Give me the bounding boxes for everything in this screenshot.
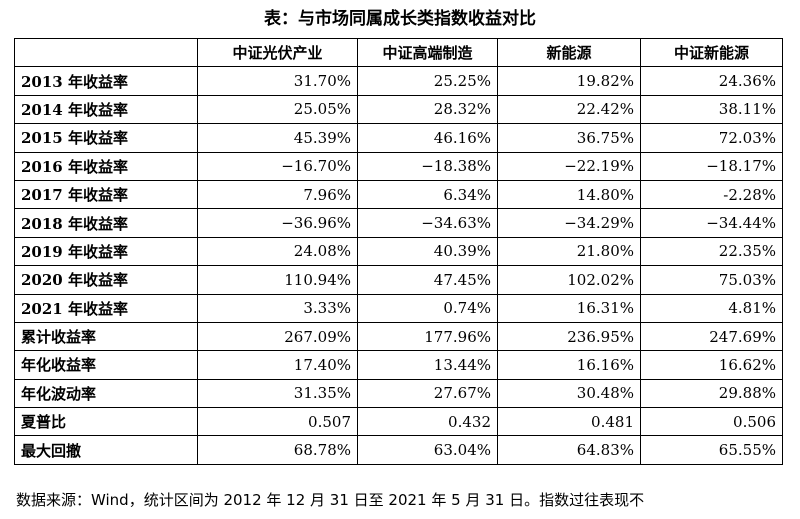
table-cell: 4.81% — [640, 293, 783, 323]
table-row: 2020 年收益率 110.94% 47.45% 102.02% 75.03% — [14, 265, 783, 295]
header-cell: 中证光伏产业 — [197, 37, 358, 68]
table-cell: 17.40% — [197, 350, 358, 380]
table-cell: 19.82% — [497, 66, 641, 96]
table-cell: 0.481 — [497, 407, 641, 437]
table-cell: 14.80% — [497, 179, 641, 210]
table-cell: 63.04% — [357, 435, 498, 465]
table-cell: 0.506 — [640, 407, 783, 437]
row-label: 2018 年收益率 — [14, 208, 198, 238]
row-label: 2015 年收益率 — [14, 123, 198, 153]
table-cell: 29.88% — [640, 378, 783, 409]
table-cell: 27.67% — [357, 378, 498, 409]
row-label: 累计收益率 — [14, 321, 198, 352]
table-cell: 64.83% — [497, 435, 641, 465]
table-row: 2015 年收益率 45.39% 46.16% 36.75% 72.03% — [14, 123, 783, 153]
table-cell: 22.42% — [497, 94, 641, 125]
table-cell: 25.25% — [357, 66, 498, 96]
row-label: 2019 年收益率 — [14, 236, 198, 267]
header-row: 中证光伏产业 中证高端制造 新能源 中证新能源 — [14, 37, 783, 68]
table-cell: −18.38% — [357, 151, 498, 181]
row-label: 2014 年收益率 — [14, 94, 198, 125]
header-cell: 新能源 — [497, 37, 641, 68]
source-note: 数据来源：Wind，统计区间为 2012 年 12 月 31 日至 2021 年… — [16, 491, 645, 509]
table-cell: 72.03% — [640, 123, 783, 153]
table-cell: 7.96% — [197, 179, 358, 210]
table-cell: −18.17% — [640, 151, 783, 181]
table-cell: 46.16% — [357, 123, 498, 153]
table-cell: 36.75% — [497, 123, 641, 153]
table-row: 年化波动率 31.35% 27.67% 30.48% 29.88% — [14, 378, 783, 409]
table-row: 最大回撤 68.78% 63.04% 64.83% 65.55% — [14, 435, 783, 465]
table-cell: 177.96% — [357, 321, 498, 352]
table-cell: 25.05% — [197, 94, 358, 125]
row-label: 2017 年收益率 — [14, 179, 198, 210]
table-row: 2014 年收益率 25.05% 28.32% 22.42% 38.11% — [14, 94, 783, 125]
table-cell: 24.08% — [197, 236, 358, 267]
table-cell: 47.45% — [357, 265, 498, 295]
row-label: 年化收益率 — [14, 350, 198, 380]
table-cell: 247.69% — [640, 321, 783, 352]
table-row: 2017 年收益率 7.96% 6.34% 14.80% -2.28% — [14, 179, 783, 210]
table-cell: 22.35% — [640, 236, 783, 267]
row-label: 夏普比 — [14, 407, 198, 437]
table-cell: 16.16% — [497, 350, 641, 380]
table-cell: −36.96% — [197, 208, 358, 238]
row-label: 2020 年收益率 — [14, 265, 198, 295]
table-cell: −16.70% — [197, 151, 358, 181]
table-cell: −34.63% — [357, 208, 498, 238]
table-cell: −22.19% — [497, 151, 641, 181]
table-row: 2018 年收益率 −36.96% −34.63% −34.29% −34.44% — [14, 208, 783, 238]
table-cell: 45.39% — [197, 123, 358, 153]
table-cell: 0.432 — [357, 407, 498, 437]
table-cell: 16.31% — [497, 293, 641, 323]
table-cell: 31.70% — [197, 66, 358, 96]
table-cell: 102.02% — [497, 265, 641, 295]
table-row: 2019 年收益率 24.08% 40.39% 21.80% 22.35% — [14, 236, 783, 267]
table-cell: −34.29% — [497, 208, 641, 238]
table-row: 累计收益率 267.09% 177.96% 236.95% 247.69% — [14, 321, 783, 352]
data-table: 中证光伏产业 中证高端制造 新能源 中证新能源 2013 年收益率 31.70% 25.2… — [14, 37, 783, 465]
table-cell: 6.34% — [357, 179, 498, 210]
table-cell: 68.78% — [197, 435, 358, 465]
table-cell: 0.74% — [357, 293, 498, 323]
table-cell: 3.33% — [197, 293, 358, 323]
table-cell: 21.80% — [497, 236, 641, 267]
row-label: 年化波动率 — [14, 378, 198, 409]
table-title: 表：与市场同属成长类指数收益对比 — [264, 9, 536, 29]
table-cell: -2.28% — [640, 179, 783, 210]
row-label: 2016 年收益率 — [14, 151, 198, 181]
table-cell: 40.39% — [357, 236, 498, 267]
table-cell: −34.44% — [640, 208, 783, 238]
row-label: 2013 年收益率 — [14, 66, 198, 96]
table-cell: 16.62% — [640, 350, 783, 380]
table-cell: 24.36% — [640, 66, 783, 96]
table-cell: 28.32% — [357, 94, 498, 125]
table-body: 2013 年收益率 31.70% 25.25% 19.82% 24.36% 2014 年收… — [14, 66, 783, 465]
table-row: 2021 年收益率 3.33% 0.74% 16.31% 4.81% — [14, 293, 783, 323]
table-cell: 13.44% — [357, 350, 498, 380]
table-row: 夏普比 0.507 0.432 0.481 0.506 — [14, 407, 783, 437]
table-cell: 31.35% — [197, 378, 358, 409]
header-cell: 中证新能源 — [640, 37, 783, 68]
row-label: 2021 年收益率 — [14, 293, 198, 323]
table-cell: 110.94% — [197, 265, 358, 295]
row-label: 最大回撤 — [14, 435, 198, 465]
header-cell — [14, 37, 198, 68]
table-row: 2013 年收益率 31.70% 25.25% 19.82% 24.36% — [14, 66, 783, 96]
header-cell: 中证高端制造 — [357, 37, 498, 68]
table-row: 2016 年收益率 −16.70% −18.38% −22.19% −18.17% — [14, 151, 783, 181]
table-cell: 38.11% — [640, 94, 783, 125]
table-cell: 75.03% — [640, 265, 783, 295]
table-cell: 0.507 — [197, 407, 358, 437]
table-cell: 267.09% — [197, 321, 358, 352]
table-cell: 30.48% — [497, 378, 641, 409]
table-row: 年化收益率 17.40% 13.44% 16.16% 16.62% — [14, 350, 783, 380]
table-cell: 65.55% — [640, 435, 783, 465]
table-cell: 236.95% — [497, 321, 641, 352]
